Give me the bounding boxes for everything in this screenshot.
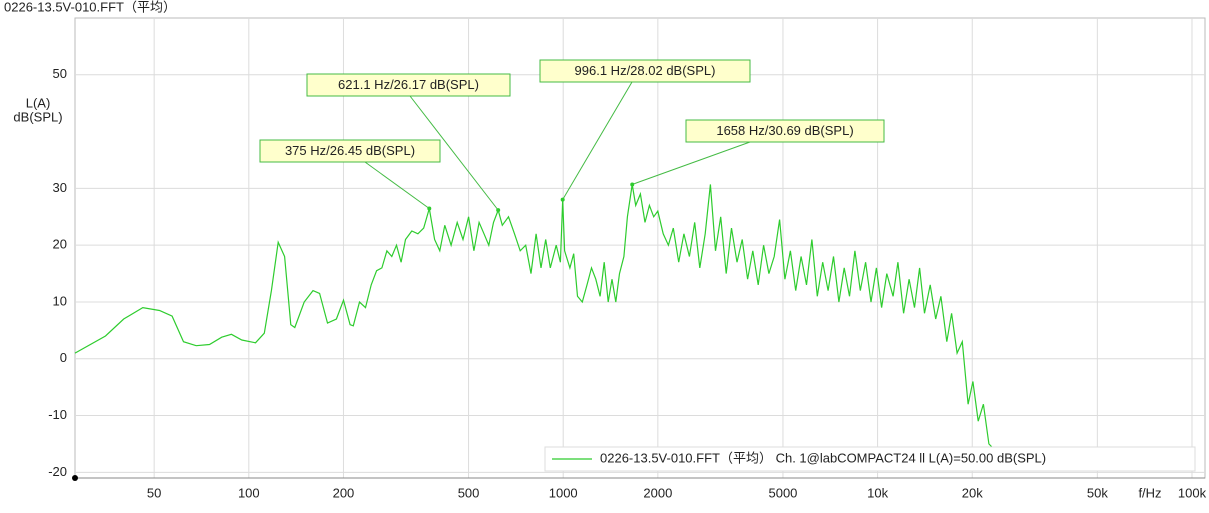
- chart-title: 0226-13.5V-010.FFT（平均）: [4, 0, 176, 14]
- y-tick-label: -10: [48, 407, 67, 422]
- annotation-point: [496, 208, 501, 213]
- annotation-box: [306, 73, 511, 97]
- y-tick-label: 0: [60, 350, 67, 365]
- x-tick-label: 500: [458, 485, 480, 500]
- x-tick-label: 20k: [962, 485, 983, 500]
- annotation-point: [427, 206, 432, 211]
- origin-dot: [72, 475, 78, 481]
- x-tick-label: 5000: [768, 485, 797, 500]
- y-tick-label: 10: [53, 293, 67, 308]
- x-tick-label: 50: [147, 485, 161, 500]
- x-tick-label: 2000: [643, 485, 672, 500]
- annotation-leader: [364, 161, 430, 209]
- annotation-text: 1658 Hz/30.69 dB(SPL): [716, 123, 853, 138]
- x-tick-label: 100k: [1178, 485, 1207, 500]
- series-line: [74, 184, 995, 451]
- annotation-text: 996.1 Hz/28.02 dB(SPL): [575, 63, 716, 78]
- x-tick-label: 200: [333, 485, 355, 500]
- y-tick-label: 30: [53, 180, 67, 195]
- y-tick-label: 50: [53, 66, 67, 81]
- annotation-box: [539, 59, 751, 83]
- x-axis-label: f/Hz: [1138, 485, 1161, 500]
- y-axis-label: dB(SPL): [13, 109, 62, 124]
- y-tick-label: -20: [48, 464, 67, 479]
- annotation-text: 375 Hz/26.45 dB(SPL): [285, 143, 415, 158]
- annotation-point: [560, 197, 565, 202]
- annotation-box: [685, 119, 885, 143]
- x-tick-label: 100: [238, 485, 260, 500]
- annotation-point: [630, 182, 635, 187]
- y-tick-label: 20: [53, 237, 67, 252]
- x-tick-label: 50k: [1087, 485, 1108, 500]
- annotation-leader: [409, 95, 499, 211]
- annotation-leader: [562, 81, 633, 200]
- x-tick-label: 10k: [867, 485, 888, 500]
- annotation-box: [259, 139, 441, 163]
- y-axis-label: L(A): [26, 95, 51, 110]
- legend-label: 0226-13.5V-010.FFT（平均） Ch. 1@labCOMPACT2…: [600, 450, 1046, 465]
- legend-box: [544, 446, 1196, 472]
- annotation-text: 621.1 Hz/26.17 dB(SPL): [338, 77, 479, 92]
- x-tick-label: 1000: [549, 485, 578, 500]
- annotation-leader: [632, 141, 751, 185]
- plot-area: [74, 17, 1206, 479]
